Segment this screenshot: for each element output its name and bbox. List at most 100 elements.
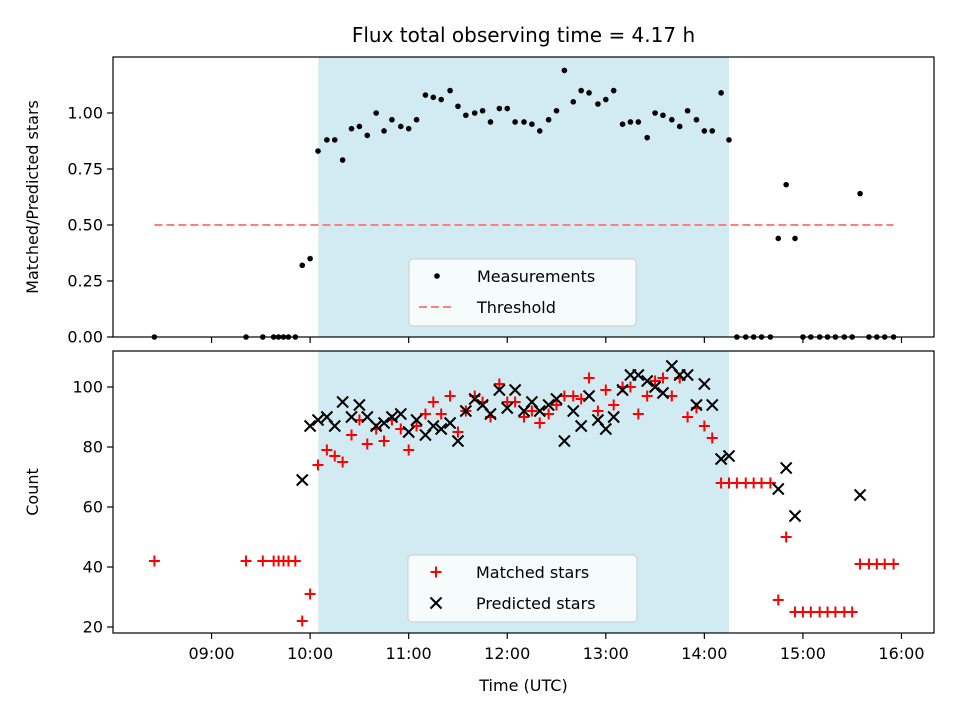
bottom-y-axis-label: Count (23, 468, 42, 516)
measurement-point (775, 235, 782, 242)
bottom-y-ticks: 20 40 60 80 100 (72, 378, 113, 637)
matched-star-point (608, 399, 620, 411)
x-b (336, 395, 349, 409)
x-b (303, 419, 317, 433)
predicted-star-point (311, 413, 325, 427)
x-b (369, 419, 383, 433)
x-b (722, 449, 736, 463)
matched-star-point (846, 606, 858, 618)
predicted-star-point (385, 410, 399, 424)
bottom-series (148, 359, 900, 627)
measurement-point (487, 119, 494, 125)
measurement-point (570, 99, 577, 105)
matched-star-point (444, 390, 456, 402)
y-tick-label: 0.50 (67, 216, 103, 235)
x-tick-label: 12:00 (484, 644, 530, 663)
predicted-star-point (640, 374, 654, 388)
x-b (567, 404, 580, 418)
predicted-star-point (690, 398, 703, 412)
predicted-star-point (722, 449, 736, 463)
x-b (772, 482, 785, 496)
x-b (377, 416, 391, 430)
measurement-point (397, 123, 404, 130)
measurement-point (693, 116, 700, 123)
measurement-point (578, 87, 584, 94)
predicted-star-point (582, 389, 596, 403)
x-tick-label: 14:00 (681, 644, 727, 663)
measurement-point (652, 110, 658, 116)
measurement-point (521, 119, 527, 125)
legend-entry: Measurements (434, 267, 595, 286)
predicted-star-point (493, 383, 506, 397)
predicted-star-point (599, 422, 613, 436)
measurement-point (315, 148, 321, 154)
measurement-point (627, 119, 634, 125)
x-b (402, 425, 415, 439)
measurement-point (405, 125, 412, 132)
matched-star-point (666, 390, 678, 402)
predicted-star-point (508, 383, 522, 397)
x-b (648, 380, 662, 394)
matched-star-point (329, 450, 341, 462)
matched-star-point (378, 435, 390, 447)
x-b (558, 434, 571, 448)
x-tick-label: 15:00 (780, 644, 826, 663)
x-b (681, 368, 694, 382)
predicted-star-point (459, 404, 473, 418)
legend-entry: Threshold (419, 298, 556, 317)
matched-star-point (632, 408, 644, 420)
measurement-point (783, 181, 789, 188)
top-panel: 0.00 0.25 0.50 0.75 1.00 Matched/Predicted s… (23, 56, 935, 347)
y-tick-label: 60 (83, 498, 103, 517)
predicted-star-point (714, 452, 728, 466)
measurement-point (447, 87, 453, 94)
predicted-star-point (369, 419, 383, 433)
y-tick-label: 0.25 (67, 272, 103, 291)
measurement-point (718, 90, 724, 96)
x-tick-label: 16:00 (878, 644, 924, 663)
x-b (311, 413, 325, 427)
measurement-point (307, 255, 313, 262)
predicted-star-point (698, 377, 711, 391)
predicted-star-point (328, 419, 341, 433)
x-b (640, 374, 654, 388)
predicted-star-point (501, 401, 514, 415)
predicted-star-point (303, 419, 317, 433)
matched-star-point (888, 558, 900, 570)
x-b (476, 398, 489, 412)
legend-label: Predicted stars (476, 594, 596, 613)
measurement-point (496, 105, 503, 112)
x-b (607, 410, 620, 424)
x-b (328, 419, 341, 433)
matched-star-point (518, 411, 530, 423)
predicted-star-point (648, 380, 662, 394)
measurement-point (356, 123, 363, 130)
predicted-star-point (377, 416, 391, 430)
predicted-star-point (484, 407, 497, 421)
predicted-star-point (394, 407, 408, 421)
x-b (345, 410, 358, 424)
x-b (525, 395, 539, 409)
x-b (714, 452, 728, 466)
measurement-point (512, 119, 518, 125)
predicted-star-point (853, 488, 867, 502)
measurement-point (709, 128, 716, 134)
measurement-point (430, 94, 437, 101)
measurement-point (792, 235, 798, 242)
matched-star-point (583, 372, 595, 384)
measurement-point (413, 116, 420, 123)
matched-star-point (427, 396, 439, 408)
predicted-star-point (632, 368, 645, 382)
measurement-point (610, 87, 617, 94)
legend-entry: Matched stars (430, 563, 589, 582)
measurement-point (536, 128, 543, 134)
bottom-x-ticks: 09:00 10:00 11:00 12:00 13:00 14:00 15:00 16:00 (189, 633, 925, 663)
matched-star-point (411, 420, 423, 432)
matched-star-point (452, 426, 464, 438)
matched-star-point (567, 390, 579, 402)
matched-star-point (592, 405, 604, 417)
x-b (484, 407, 497, 421)
predicted-star-point (451, 434, 465, 448)
matched-star-point (780, 531, 792, 543)
